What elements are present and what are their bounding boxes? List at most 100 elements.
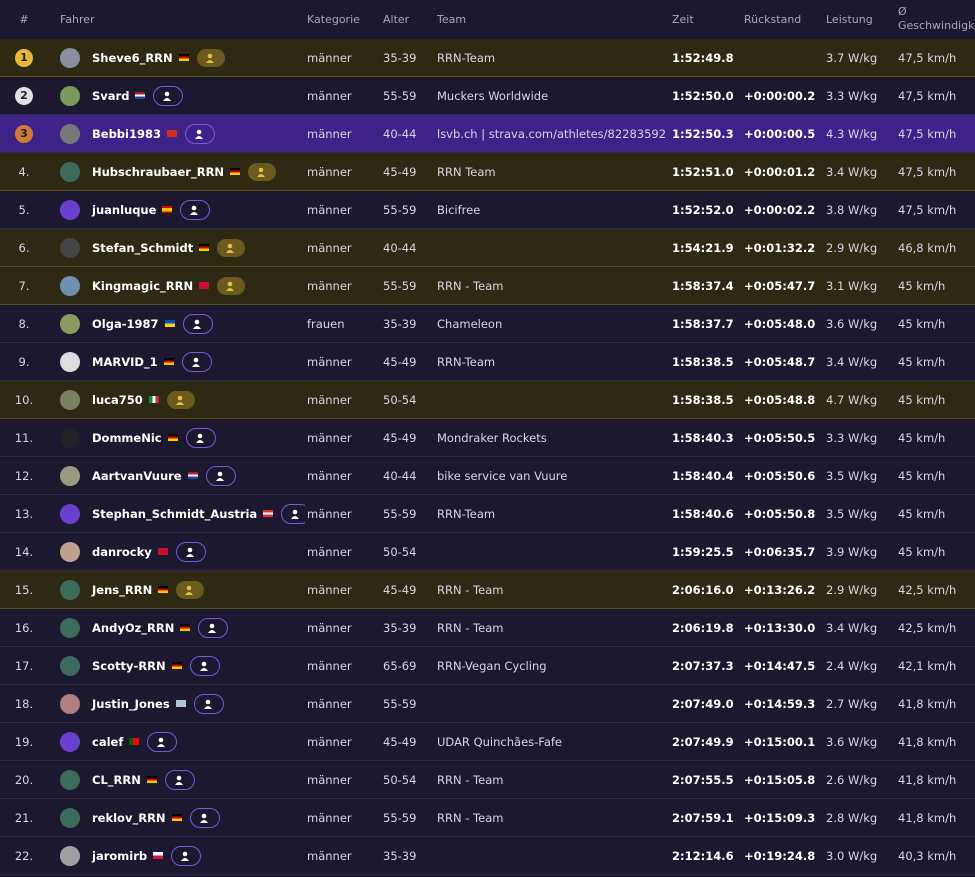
rider-name[interactable]: AndyOz_RRN bbox=[92, 620, 175, 635]
value: RRN-Team bbox=[437, 354, 496, 369]
rider-name[interactable]: Olga-1987 bbox=[92, 316, 159, 331]
rider-name[interactable]: Stefan_Schmidt bbox=[92, 240, 194, 255]
favorite-button[interactable] bbox=[166, 390, 195, 409]
follow-button[interactable] bbox=[193, 693, 224, 714]
cell-category: männer bbox=[307, 799, 377, 836]
follow-button[interactable] bbox=[189, 655, 220, 676]
rider-name[interactable]: luca750 bbox=[92, 392, 143, 407]
follow-button[interactable] bbox=[181, 351, 212, 372]
value: 55-59 bbox=[383, 278, 417, 293]
follow-button[interactable] bbox=[205, 465, 236, 486]
value: 55-59 bbox=[383, 696, 417, 711]
cell-age: 50-54 bbox=[383, 533, 433, 570]
cell-age: 45-49 bbox=[383, 153, 433, 190]
value: 4.3 W/kg bbox=[826, 126, 878, 141]
cell-speed: 47,5 km/h bbox=[898, 153, 975, 190]
cell-name: Hubschraubaer_RRN bbox=[60, 153, 305, 190]
follow-button[interactable] bbox=[153, 85, 184, 106]
value: 35-39 bbox=[383, 50, 417, 65]
cell-team: RRN - Team bbox=[437, 571, 667, 608]
cell-age: 35-39 bbox=[383, 39, 433, 76]
follow-button[interactable] bbox=[184, 123, 215, 144]
follow-button[interactable] bbox=[198, 617, 229, 638]
cell-category: männer bbox=[307, 343, 377, 380]
value: 2:07:49.9 bbox=[672, 734, 734, 749]
rider-name[interactable]: reklov_RRN bbox=[92, 810, 166, 825]
favorite-button[interactable] bbox=[196, 48, 225, 67]
cell-speed: 45 km/h bbox=[898, 267, 975, 304]
value: 1:58:37.4 bbox=[672, 278, 734, 293]
cell-age: 55-59 bbox=[383, 191, 433, 228]
table-row: 16. AndyOz_RRN männer 35-39 RRN - Team 2:06:1… bbox=[0, 609, 975, 647]
follow-button[interactable] bbox=[164, 769, 195, 790]
rider-name[interactable]: Scotty-RRN bbox=[92, 658, 166, 673]
value: +0:14:59.3 bbox=[744, 696, 816, 711]
value: 40,3 km/h bbox=[898, 848, 957, 863]
icon bbox=[190, 205, 199, 215]
cell-rank: 21. bbox=[10, 799, 38, 836]
rider-name[interactable]: calef bbox=[92, 734, 124, 749]
rider-name[interactable]: Bebbi1983 bbox=[92, 126, 161, 141]
cell-name: AartvanVuure bbox=[60, 457, 305, 494]
rider-name[interactable]: Svard bbox=[92, 88, 130, 103]
rider-name[interactable]: AartvanVuure bbox=[92, 468, 182, 483]
rider-name[interactable]: Sheve6_RRN bbox=[92, 50, 173, 65]
favorite-button[interactable] bbox=[217, 276, 246, 295]
follow-button[interactable] bbox=[185, 427, 216, 448]
value: männer bbox=[307, 202, 352, 217]
rank: 5. bbox=[18, 202, 30, 217]
header-cell: Ø Geschwindigkeit bbox=[898, 5, 975, 32]
follow-button[interactable] bbox=[182, 313, 213, 334]
cell-category: männer bbox=[307, 153, 377, 190]
cell-rank: 1 bbox=[10, 39, 38, 76]
header-cell: # bbox=[19, 12, 29, 26]
cell-power: 3.5 W/kg bbox=[826, 495, 896, 532]
avatar bbox=[60, 199, 80, 220]
value: RRN - Team bbox=[437, 772, 504, 787]
rider-name[interactable]: MARVID_1 bbox=[92, 354, 158, 369]
cell-time: 1:59:25.5 bbox=[672, 533, 742, 570]
cell-team: RRN-Vegan Cycling bbox=[437, 647, 667, 684]
icon bbox=[257, 167, 266, 177]
value: 1:52:52.0 bbox=[672, 202, 734, 217]
cell-age: 50-54 bbox=[383, 761, 433, 798]
cell-team: RRN - Team bbox=[437, 799, 667, 836]
value: +0:01:32.2 bbox=[744, 240, 816, 255]
value: 45-49 bbox=[383, 354, 417, 369]
rider-name[interactable]: Kingmagic_RRN bbox=[92, 278, 194, 293]
follow-button[interactable] bbox=[180, 199, 211, 220]
value: männer bbox=[307, 772, 352, 787]
cell-team: RRN - Team bbox=[437, 267, 667, 304]
follow-button[interactable] bbox=[147, 731, 178, 752]
follow-button[interactable] bbox=[175, 541, 206, 562]
rider-name[interactable]: DommeNic bbox=[92, 430, 162, 445]
rank: 10. bbox=[14, 392, 34, 407]
follow-button[interactable] bbox=[281, 503, 305, 524]
rank: 22. bbox=[14, 848, 34, 863]
rider-name[interactable]: Jens_RRN bbox=[92, 582, 153, 597]
value: 3.6 W/kg bbox=[826, 734, 878, 749]
rider-name[interactable]: danrocky bbox=[92, 544, 152, 559]
cell-rank: 11. bbox=[10, 419, 38, 456]
cell-power: 2.9 W/kg bbox=[826, 229, 896, 266]
value: +0:00:00.5 bbox=[744, 126, 816, 141]
cell-category: männer bbox=[307, 39, 377, 76]
cell-age: 35-39 bbox=[383, 609, 433, 646]
rider-name[interactable]: Justin_Jones bbox=[92, 696, 170, 711]
value: männer bbox=[307, 240, 352, 255]
rider-name[interactable]: Hubschraubaer_RRN bbox=[92, 164, 225, 179]
favorite-button[interactable] bbox=[217, 238, 246, 257]
rider-name[interactable]: juanluque bbox=[92, 202, 157, 217]
rider-name[interactable]: Stephan_Schmidt_Austria bbox=[92, 506, 258, 521]
cell-rank: 10. bbox=[10, 381, 38, 418]
favorite-button[interactable] bbox=[176, 580, 205, 599]
value: 2.7 W/kg bbox=[826, 696, 878, 711]
avatar bbox=[60, 389, 80, 410]
cell-team: RRN - Team bbox=[437, 761, 667, 798]
rider-name[interactable]: CL_RRN bbox=[92, 772, 141, 787]
value: männer bbox=[307, 582, 352, 597]
favorite-button[interactable] bbox=[248, 162, 277, 181]
follow-button[interactable] bbox=[189, 807, 220, 828]
rider-name[interactable]: jaromirb bbox=[92, 848, 148, 863]
follow-button[interactable] bbox=[171, 845, 202, 866]
